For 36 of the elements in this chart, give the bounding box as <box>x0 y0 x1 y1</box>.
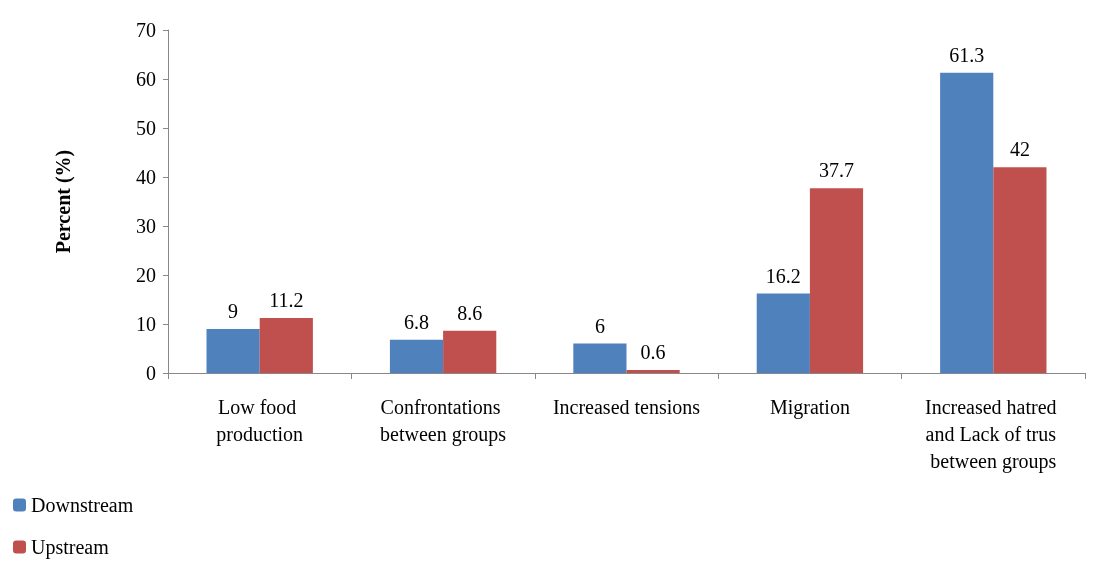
y-tick-label: 30 <box>136 215 156 237</box>
x-tick-label: Confrontations between groups <box>380 395 507 446</box>
bar <box>259 318 313 373</box>
x-tick-label: Increased tensions <box>552 395 701 418</box>
bar <box>940 72 994 373</box>
data-label: 11.2 <box>269 289 304 312</box>
data-label: 9 <box>228 299 239 322</box>
data-label: 61.3 <box>949 43 985 66</box>
bar <box>389 339 444 373</box>
data-label: 6.8 <box>404 310 430 333</box>
bar <box>756 293 810 373</box>
bar <box>809 188 864 373</box>
y-tick-label: 10 <box>136 313 156 335</box>
y-tick-label: 20 <box>136 264 156 286</box>
data-label: 8.6 <box>457 301 483 324</box>
bar <box>626 370 680 373</box>
legend-label: Upstream <box>31 536 110 559</box>
data-label: 16.2 <box>765 264 801 287</box>
bar <box>573 343 627 373</box>
bar <box>993 167 1047 373</box>
bar <box>443 330 497 373</box>
data-label: 37.7 <box>818 159 854 182</box>
y-tick-label: 0 <box>146 362 156 384</box>
data-label: 0.6 <box>640 341 666 364</box>
data-label: 6 <box>594 314 605 337</box>
y-tick-label: 40 <box>136 166 156 188</box>
bar <box>206 328 260 373</box>
y-tick-label: 50 <box>136 117 156 139</box>
y-tick-label: 60 <box>136 68 156 90</box>
y-tick-label: 70 <box>136 19 156 41</box>
x-tick-label: Low food production <box>216 395 304 446</box>
legend-label: Downstream <box>31 494 134 516</box>
y-axis-title: Percent (%) <box>52 149 75 254</box>
data-label: 42 <box>1009 138 1030 161</box>
x-tick-label: Increased hatred and Lack of trus between groups <box>925 395 1062 473</box>
x-tick-label: Migration <box>769 395 850 419</box>
